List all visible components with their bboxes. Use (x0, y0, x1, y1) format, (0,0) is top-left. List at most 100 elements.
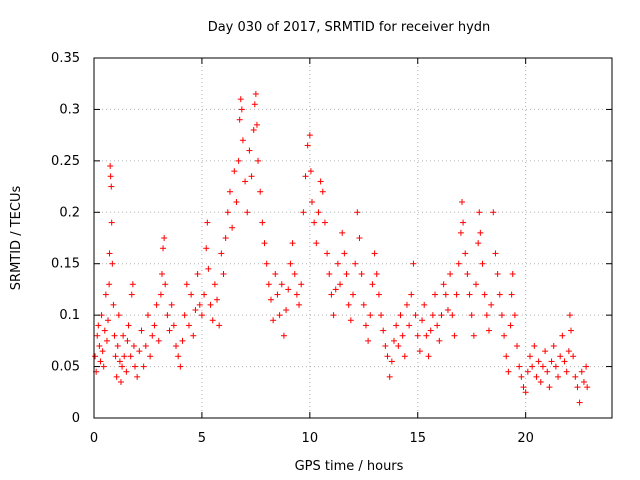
data-point (130, 343, 137, 349)
data-point (479, 260, 486, 267)
data-point (423, 332, 430, 339)
data-point (427, 327, 434, 334)
data-point (168, 301, 175, 308)
data-point (107, 173, 114, 180)
data-point (345, 301, 352, 308)
y-tick-label: 0.25 (51, 154, 80, 169)
data-point (508, 291, 515, 298)
data-point (477, 229, 484, 236)
data-point (375, 291, 382, 298)
data-point (108, 219, 115, 226)
data-point (449, 312, 456, 319)
data-point (132, 363, 139, 370)
data-point (354, 209, 361, 216)
data-point (503, 353, 510, 360)
data-point (552, 363, 559, 370)
data-point (421, 301, 428, 308)
data-point (522, 389, 529, 396)
data-point (563, 368, 570, 375)
data-point (278, 281, 285, 288)
x-tick-label: 0 (90, 431, 98, 446)
data-point (181, 312, 188, 319)
data-point (436, 337, 443, 344)
data-point (142, 343, 149, 349)
data-point (92, 353, 99, 360)
data-point (416, 348, 423, 355)
y-tick-label: 0.35 (51, 51, 80, 66)
y-tick-label: 0.2 (59, 205, 80, 220)
data-point (360, 301, 367, 308)
data-point (408, 291, 415, 298)
data-point (410, 260, 417, 267)
data-point (302, 173, 309, 180)
data-point (440, 281, 447, 288)
data-point (252, 91, 259, 97)
data-point (362, 322, 369, 329)
data-point (220, 271, 227, 277)
data-point (237, 96, 244, 103)
data-point (211, 281, 218, 288)
data-point (123, 368, 130, 375)
data-point (557, 353, 564, 360)
data-point (550, 343, 557, 349)
data-point (501, 332, 508, 339)
y-tick-label: 0.05 (51, 360, 80, 375)
data-point (393, 322, 400, 329)
data-point (155, 337, 162, 344)
data-point (567, 327, 574, 334)
data-point (194, 271, 201, 277)
data-point (190, 332, 197, 339)
data-point (304, 142, 311, 149)
data-point (529, 363, 536, 370)
data-point (356, 235, 363, 241)
data-point (544, 368, 551, 375)
x-tick-label: 20 (517, 431, 534, 446)
data-point (263, 260, 270, 267)
data-point (561, 358, 568, 365)
data-point (572, 373, 579, 380)
data-point (115, 312, 122, 319)
data-point (432, 291, 439, 298)
data-point (326, 271, 333, 277)
data-point (488, 301, 495, 308)
data-point (242, 178, 249, 185)
data-point (412, 312, 419, 319)
data-point (490, 209, 497, 216)
data-point (233, 199, 240, 205)
data-point (136, 348, 143, 355)
data-point (391, 337, 398, 344)
data-point (507, 322, 514, 329)
x-tick-label: 10 (302, 431, 319, 446)
data-point (453, 291, 460, 298)
data-point (397, 312, 404, 319)
data-point (317, 178, 324, 185)
data-point (496, 291, 503, 298)
data-point (339, 229, 346, 236)
data-point (125, 322, 132, 329)
data-point (458, 199, 465, 205)
tick-marks (93, 57, 612, 419)
data-point (315, 209, 322, 216)
data-point (134, 373, 141, 380)
data-point (229, 224, 236, 231)
data-point (120, 332, 127, 339)
data-point (481, 291, 488, 298)
y-tick-label: 0 (72, 411, 80, 426)
data-point (341, 250, 348, 257)
data-point (121, 353, 128, 360)
data-point (291, 271, 298, 277)
data-point (94, 332, 101, 339)
data-point (179, 337, 186, 344)
data-point (226, 188, 233, 195)
data-point (209, 317, 216, 324)
data-point (382, 343, 389, 349)
data-point (518, 373, 525, 380)
data-point (492, 250, 499, 257)
data-point (542, 348, 549, 355)
data-point (313, 240, 320, 247)
data-point (296, 301, 303, 308)
data-point (244, 209, 251, 216)
data-point (96, 343, 103, 349)
data-point (112, 353, 119, 360)
data-point (462, 250, 469, 257)
